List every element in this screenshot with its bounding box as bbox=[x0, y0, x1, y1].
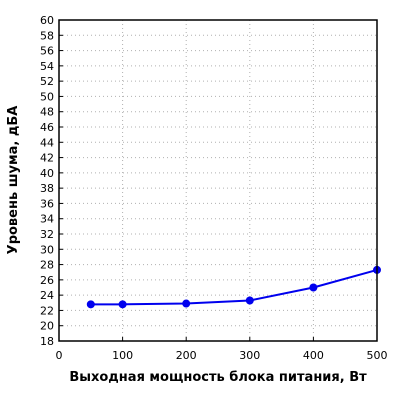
data-point bbox=[182, 299, 191, 308]
x-tick-label: 400 bbox=[303, 349, 324, 362]
x-tick-label: 500 bbox=[367, 349, 388, 362]
y-tick-label: 50 bbox=[40, 90, 54, 103]
y-tick-label: 52 bbox=[40, 75, 54, 88]
y-tick-label: 24 bbox=[40, 289, 54, 302]
plot-frame bbox=[58, 19, 378, 342]
x-tick-label: 200 bbox=[176, 349, 197, 362]
y-tick-label: 38 bbox=[40, 182, 54, 195]
y-tick-label: 58 bbox=[40, 29, 54, 42]
y-tick-label: 22 bbox=[40, 304, 54, 317]
y-tick-label: 30 bbox=[40, 243, 54, 256]
y-tick-label: 42 bbox=[40, 152, 54, 165]
y-tick-label: 20 bbox=[40, 320, 54, 333]
y-tick-label: 54 bbox=[40, 60, 54, 73]
y-tick-label: 56 bbox=[40, 45, 54, 58]
y-tick-label: 26 bbox=[40, 274, 54, 287]
x-axis-ticks: 0 100 200 300 400 500 bbox=[56, 337, 388, 362]
data-point bbox=[309, 283, 318, 292]
x-tick-label: 100 bbox=[112, 349, 133, 362]
x-tick-label: 300 bbox=[239, 349, 260, 362]
y-tick-label: 18 bbox=[40, 335, 54, 348]
y-tick-label: 36 bbox=[40, 197, 54, 210]
y-tick-label: 60 bbox=[40, 14, 54, 27]
data-point bbox=[245, 296, 254, 305]
y-tick-label: 34 bbox=[40, 213, 54, 226]
x-axis-title: Выходная мощность блока питания, Вт bbox=[69, 370, 367, 385]
y-tick-label: 44 bbox=[40, 136, 54, 149]
y-tick-label: 32 bbox=[40, 228, 54, 241]
y-tick-label: 40 bbox=[40, 167, 54, 180]
y-axis-title: Уровень шума, дБА bbox=[6, 106, 21, 255]
series-line bbox=[90, 268, 378, 306]
grid-lines bbox=[58, 19, 378, 342]
y-tick-label: 46 bbox=[40, 121, 54, 134]
data-point bbox=[118, 300, 127, 309]
x-tick-label: 0 bbox=[56, 349, 63, 362]
y-tick-label: 48 bbox=[40, 106, 54, 119]
data-point bbox=[86, 300, 95, 309]
y-tick-label: 28 bbox=[40, 259, 54, 272]
series-layer bbox=[86, 265, 381, 309]
